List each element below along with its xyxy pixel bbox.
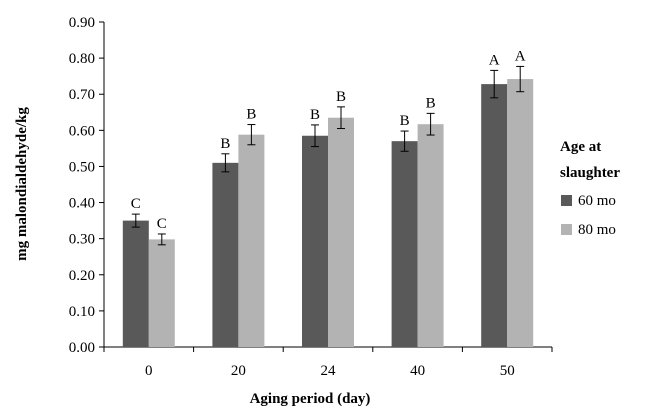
y-tick-label: 0.60 [69, 123, 95, 139]
bar-60mo-20 [212, 162, 239, 347]
x-tick-label: 50 [500, 363, 515, 379]
y-axis: 0.00 0.10 0.20 0.30 0.40 0.50 0.60 0.70 0.80 0.90 [69, 15, 105, 356]
significance-label: B [336, 89, 346, 105]
bar-60mo-40 [391, 141, 418, 347]
significance-label: B [246, 107, 256, 123]
significance-label: A [515, 48, 526, 64]
legend-label-80mo: 80 mo [578, 222, 616, 238]
x-tick-label: 20 [231, 363, 246, 379]
y-tick-label: 0.10 [69, 304, 95, 320]
significance-label: B [400, 113, 410, 129]
legend-swatch-80mo [561, 224, 572, 235]
significance-label: C [157, 216, 167, 232]
bar-80mo-20 [238, 134, 265, 347]
bar-80mo-24 [328, 117, 354, 347]
significance-label: B [310, 107, 320, 123]
significance-label: A [489, 52, 500, 68]
legend-swatch-60mo [561, 195, 572, 206]
bars [122, 79, 534, 348]
x-tick-label: 0 [145, 363, 153, 379]
legend: Age at slaughter 60 mo 80 mo [560, 139, 620, 238]
bar-80mo-40 [417, 124, 444, 347]
y-axis-title: mg malondialdehyde/kg [14, 107, 30, 261]
significance-label: B [220, 136, 230, 152]
error-bars [131, 65, 525, 246]
x-axis: 0 20 24 40 50 [103, 346, 553, 379]
bar-60mo-0 [122, 220, 149, 347]
significance-label: B [426, 95, 436, 111]
x-tick-label: 24 [321, 363, 337, 379]
y-tick-label: 0.00 [69, 340, 95, 356]
y-tick-label: 0.50 [69, 159, 95, 175]
legend-title-line-1: Age at [560, 139, 601, 155]
y-tick-label: 0.70 [69, 87, 95, 103]
significance-label: C [131, 196, 141, 212]
y-tick-label: 0.20 [69, 268, 95, 284]
y-tick-label: 0.40 [69, 196, 95, 212]
bar-80mo-0 [148, 239, 175, 347]
x-axis-title: Aging period (day) [250, 391, 371, 407]
x-tick-label: 40 [410, 363, 425, 379]
legend-title-line-2: slaughter [560, 165, 620, 181]
bar-80mo-50 [507, 79, 534, 348]
bar-60mo-50 [481, 84, 508, 347]
y-tick-label: 0.80 [69, 51, 95, 67]
bar-60mo-24 [302, 135, 328, 347]
y-tick-label: 0.90 [69, 15, 95, 31]
y-tick-label: 0.30 [69, 232, 95, 248]
legend-label-60mo: 60 mo [578, 193, 616, 209]
